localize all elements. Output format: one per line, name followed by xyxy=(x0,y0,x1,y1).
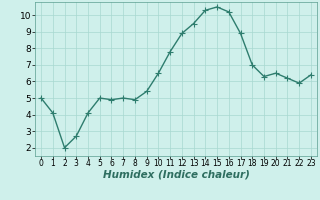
X-axis label: Humidex (Indice chaleur): Humidex (Indice chaleur) xyxy=(103,170,249,180)
